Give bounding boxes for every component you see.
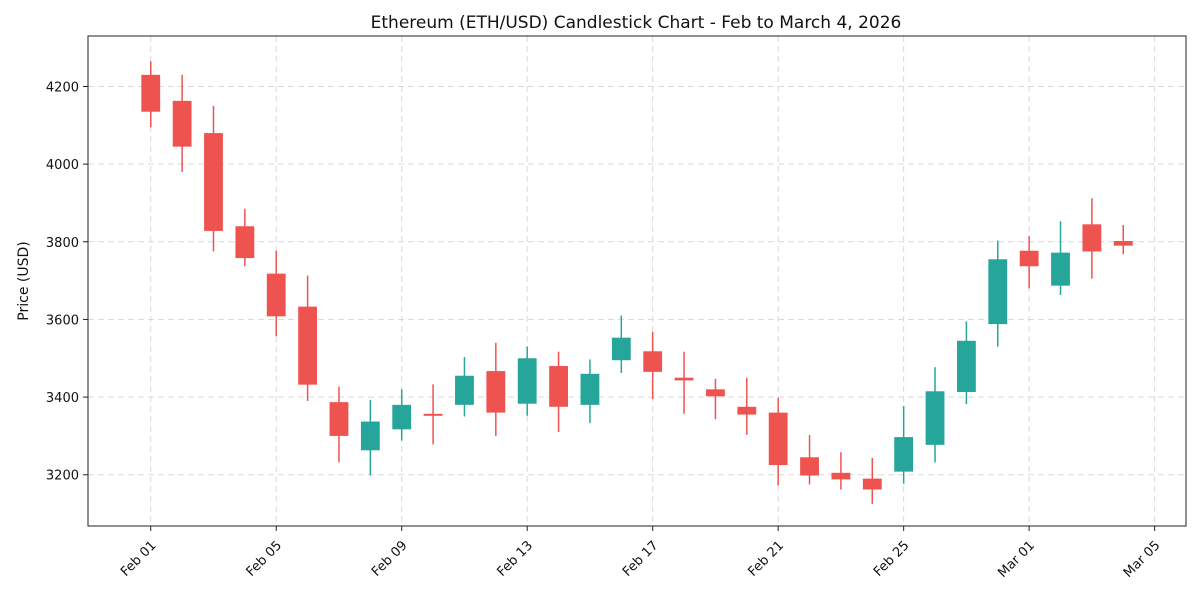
x-tick-label: Feb 21 [745,538,787,580]
candle-body [1019,250,1039,267]
x-tick-label: Feb 01 [118,538,160,580]
y-tick-label: 3800 [46,236,79,251]
candle-body [831,472,851,480]
y-tick-label: 4200 [46,80,79,95]
x-axis-ticks: Feb 01 Feb 05 Feb 09 Feb 13 Feb 17 Feb 21 Feb … [118,526,1163,581]
y-tick-label: 3200 [46,469,79,484]
candle-body [266,273,286,317]
candle-body [894,437,914,472]
candle-body [423,413,443,416]
candle-body [706,389,725,397]
candle-body [737,406,757,415]
candle-body [360,421,380,451]
x-tick-label: Mar 05 [1121,538,1164,581]
candle-body [517,358,537,404]
y-tick-label: 3600 [46,313,79,328]
x-tick-label: Feb 09 [369,538,411,580]
candle-body [204,133,223,231]
candle-body [580,373,600,405]
candle-body [1051,252,1070,286]
candle-body [298,306,318,385]
candle-body [862,478,882,490]
y-tick-label: 3400 [46,391,79,406]
x-tick-label: Feb 25 [871,538,913,580]
plot-frame [87,35,1187,527]
candle-body [611,337,631,361]
candle-body [549,366,568,407]
y-axis-label: Price (USD) [16,241,32,320]
x-tick-label: Mar 01 [995,538,1038,581]
candle-body [235,226,255,259]
y-axis-ticks: 3200 3400 3600 3800 4000 4200 [46,80,88,484]
x-tick-label: Feb 05 [244,538,286,580]
candle-body [486,371,506,413]
candle-body [392,404,412,430]
x-tick-label: Feb 17 [620,538,662,580]
candle-body [643,351,663,372]
candle-body [172,100,192,147]
chart-title: Ethereum (ETH/USD) Candlestick Chart - F… [371,13,902,33]
candle-body [329,402,349,436]
grid [88,36,1186,526]
candle-body [988,259,1008,325]
candle-body [1082,224,1102,252]
candle-body [1113,241,1133,246]
candle-body [956,340,976,393]
candles [141,61,1133,504]
x-tick-label: Feb 13 [495,538,537,580]
candle-body [925,391,945,445]
candle-body [674,377,694,381]
candle-body [800,457,819,476]
candle-body [455,375,474,405]
candle-body [141,74,161,112]
y-tick-label: 4000 [46,158,79,173]
candle-body [768,412,788,466]
